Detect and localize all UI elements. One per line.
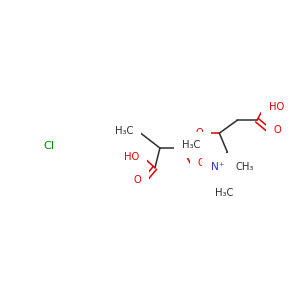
- Text: O: O: [274, 125, 282, 135]
- Text: O: O: [133, 175, 141, 185]
- Text: O: O: [198, 158, 205, 168]
- Text: N⁺: N⁺: [211, 162, 224, 172]
- Text: H₃C: H₃C: [115, 126, 133, 136]
- Text: H₃C: H₃C: [182, 140, 200, 150]
- Text: HO: HO: [124, 152, 139, 162]
- Text: HO: HO: [269, 102, 284, 112]
- Text: CH₃: CH₃: [235, 162, 254, 172]
- Text: Cl: Cl: [43, 141, 54, 151]
- Text: O: O: [196, 128, 203, 138]
- Text: H₃C: H₃C: [215, 188, 234, 198]
